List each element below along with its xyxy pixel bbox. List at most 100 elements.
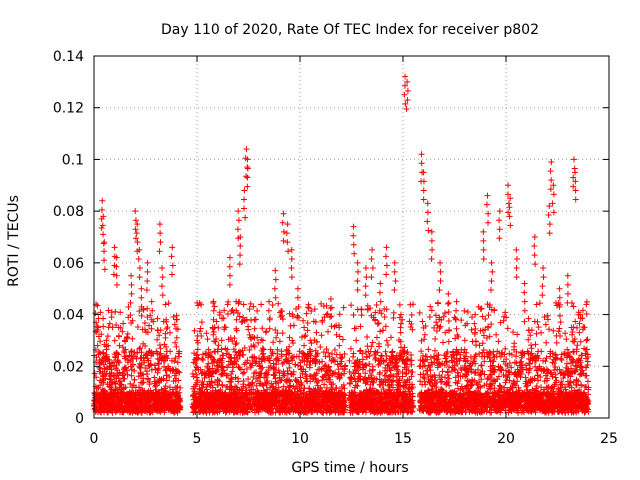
data-point <box>95 348 102 355</box>
data-point <box>446 326 453 333</box>
data-point <box>370 366 377 373</box>
data-point <box>142 343 149 350</box>
data-point <box>366 352 373 359</box>
data-point <box>476 350 483 357</box>
data-point <box>111 337 118 344</box>
data-point <box>162 301 169 308</box>
data-point <box>469 314 476 321</box>
data-point <box>119 369 126 376</box>
data-point <box>458 317 465 324</box>
data-point <box>136 360 143 367</box>
data-point <box>136 308 143 315</box>
data-point <box>93 385 100 392</box>
data-point <box>376 369 383 376</box>
data-point <box>154 336 161 343</box>
data-point <box>112 308 119 315</box>
data-point <box>409 369 416 376</box>
data-point <box>114 350 121 357</box>
data-point <box>421 331 428 338</box>
data-point <box>430 324 437 331</box>
data-point <box>109 324 116 331</box>
data-point <box>279 330 286 337</box>
data-point <box>99 349 106 356</box>
data-point <box>142 364 149 371</box>
data-point <box>325 328 332 335</box>
data-point <box>350 311 357 318</box>
data-point <box>444 300 451 307</box>
data-point <box>148 366 155 373</box>
data-point <box>468 326 475 333</box>
data-point <box>224 310 231 317</box>
grid-lines <box>94 56 609 418</box>
data-point <box>346 368 353 375</box>
data-point <box>106 320 113 327</box>
data-point <box>134 324 141 331</box>
data-point <box>146 362 153 369</box>
data-point <box>416 309 423 316</box>
data-point <box>241 369 248 376</box>
data-point <box>258 301 265 308</box>
data-point <box>149 409 156 416</box>
data-point <box>141 326 148 333</box>
data-point <box>129 361 136 368</box>
data-point <box>495 338 502 345</box>
data-point <box>440 339 447 346</box>
data-point <box>521 318 528 325</box>
data-point <box>204 336 211 343</box>
data-point <box>155 360 162 367</box>
data-point <box>140 379 147 386</box>
data-point <box>100 323 107 330</box>
data-point <box>410 301 417 308</box>
data-point <box>215 324 222 331</box>
data-point <box>199 355 206 362</box>
data-point <box>197 325 204 332</box>
data-point <box>396 301 403 308</box>
data-point <box>125 356 132 363</box>
data-point <box>108 309 115 316</box>
data-point <box>109 409 116 416</box>
data-point <box>137 344 144 351</box>
data-point <box>245 326 252 333</box>
data-point <box>511 340 518 347</box>
data-point <box>131 376 138 383</box>
data-point <box>419 318 426 325</box>
data-point <box>317 344 324 351</box>
data-point <box>408 311 415 318</box>
data-point <box>286 334 293 341</box>
data-point <box>140 306 147 313</box>
data-point <box>382 323 389 330</box>
data-point <box>166 329 173 336</box>
data-point <box>117 309 124 316</box>
data-point <box>154 315 161 322</box>
data-point <box>373 302 380 309</box>
data-point <box>144 368 151 375</box>
data-point <box>210 329 217 336</box>
data-point <box>274 346 281 353</box>
data-point <box>94 323 101 330</box>
data-point <box>380 327 387 334</box>
data-point <box>254 307 261 314</box>
data-point <box>373 334 380 341</box>
data-point <box>157 345 164 352</box>
data-point <box>287 322 294 329</box>
data-point <box>124 330 131 337</box>
data-point <box>484 376 491 383</box>
data-point <box>127 312 134 319</box>
data-point <box>144 305 151 312</box>
data-point <box>425 346 432 353</box>
data-point <box>235 378 242 385</box>
data-point <box>129 335 136 342</box>
data-point <box>124 371 131 378</box>
data-point <box>167 348 174 355</box>
data-point <box>122 384 129 391</box>
data-point <box>247 300 254 307</box>
data-point <box>151 362 158 369</box>
data-point <box>124 334 131 341</box>
data-point <box>270 339 277 346</box>
data-point <box>493 331 500 338</box>
data-point <box>138 349 145 356</box>
data-point <box>131 367 138 374</box>
data-point <box>129 317 136 324</box>
data-point <box>390 315 397 322</box>
data-point <box>115 358 122 365</box>
